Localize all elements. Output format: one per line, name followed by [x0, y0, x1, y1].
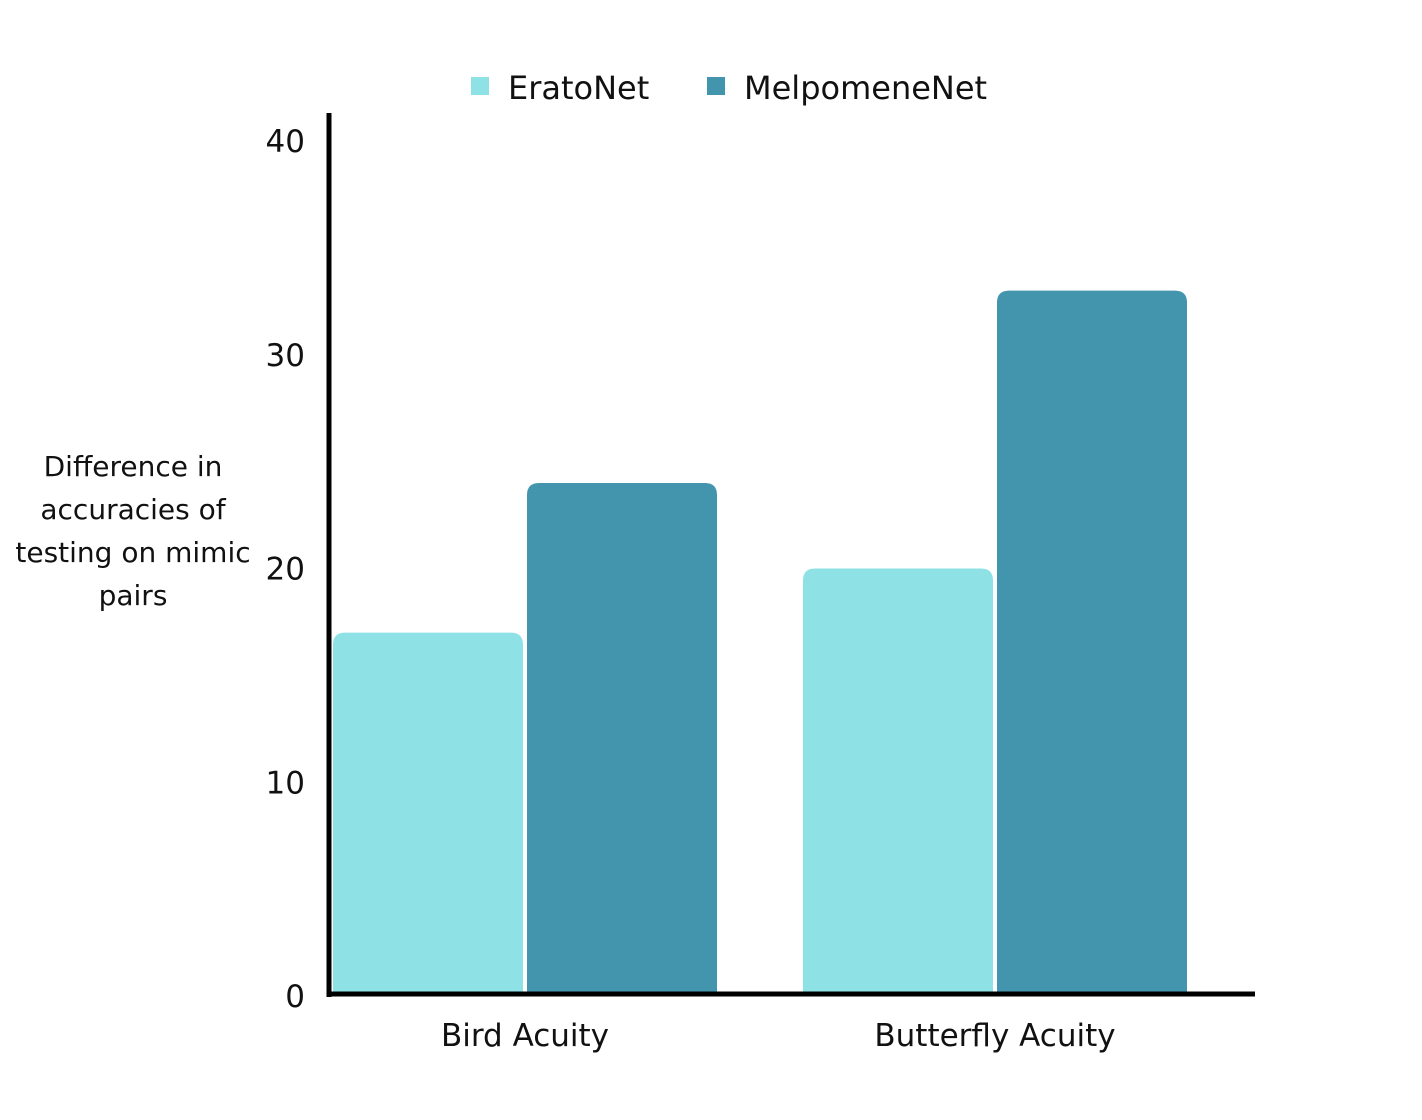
y-axis-title: Difference in accuracies of testing on m… [15, 450, 250, 612]
y-tick-label: 20 [266, 552, 305, 588]
x-axis-labels: Bird Acuity Butterfly Acuity [441, 1018, 1116, 1054]
legend-label-eratonet: EratoNet [508, 69, 649, 107]
y-tick-label: 0 [285, 979, 305, 1015]
y-tick-label: 30 [266, 338, 305, 374]
y-axis-title-line-3: testing on mimic [15, 536, 250, 569]
x-category-label: Bird Acuity [441, 1018, 609, 1054]
y-axis-title-line-1: Difference in [44, 450, 223, 483]
x-category-label: Butterfly Acuity [874, 1018, 1115, 1054]
y-axis-title-line-2: accuracies of [40, 493, 226, 526]
legend-label-melpomenenet: MelpomeneNet [744, 69, 987, 107]
bars [333, 290, 1187, 996]
y-axis-title-line-4: pairs [99, 579, 168, 612]
bar-eratonet-bird-acuity [333, 632, 523, 996]
bar-eratonet-butterfly-acuity [803, 568, 993, 996]
legend-swatch-melpomenenet [707, 77, 725, 95]
y-tick-label: 10 [266, 765, 305, 801]
bar-melpomenenet-butterfly-acuity [997, 290, 1187, 996]
bar-melpomenenet-bird-acuity [527, 483, 717, 996]
y-axis-ticks: 0 10 20 30 40 [266, 124, 305, 1015]
y-tick-label: 40 [266, 124, 305, 160]
legend: EratoNet MelpomeneNet [471, 69, 987, 107]
legend-swatch-eratonet [471, 77, 489, 95]
